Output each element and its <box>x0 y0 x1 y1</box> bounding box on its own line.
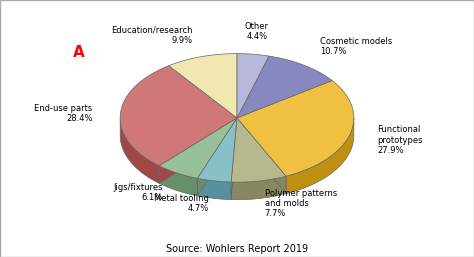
Text: A: A <box>73 45 85 60</box>
Polygon shape <box>237 80 354 176</box>
Polygon shape <box>197 118 237 182</box>
Text: Education/research
9.9%: Education/research 9.9% <box>111 25 192 44</box>
Text: Cosmetic models
10.7%: Cosmetic models 10.7% <box>320 37 392 56</box>
Polygon shape <box>237 118 286 194</box>
Polygon shape <box>237 54 269 118</box>
Polygon shape <box>197 118 237 196</box>
Text: Jigs/fixtures
6.1%: Jigs/fixtures 6.1% <box>113 183 163 203</box>
Text: Polymer patterns
and molds
7.7%: Polymer patterns and molds 7.7% <box>264 189 337 218</box>
Text: Source: Wohlers Report 2019: Source: Wohlers Report 2019 <box>166 244 308 254</box>
Polygon shape <box>197 178 231 200</box>
Polygon shape <box>120 66 237 166</box>
Text: Functional
prototypes
27.9%: Functional prototypes 27.9% <box>377 125 422 155</box>
Polygon shape <box>120 119 159 183</box>
Polygon shape <box>286 118 354 194</box>
Polygon shape <box>159 118 237 183</box>
Polygon shape <box>237 56 332 118</box>
Text: Metal tooling
4.7%: Metal tooling 4.7% <box>154 194 209 213</box>
Polygon shape <box>231 118 237 200</box>
Polygon shape <box>231 176 286 200</box>
Text: Other
4.4%: Other 4.4% <box>245 22 269 41</box>
Polygon shape <box>231 118 286 182</box>
Polygon shape <box>159 166 197 196</box>
Text: End-use parts
28.4%: End-use parts 28.4% <box>34 104 92 123</box>
Polygon shape <box>169 54 237 118</box>
Polygon shape <box>159 118 237 178</box>
